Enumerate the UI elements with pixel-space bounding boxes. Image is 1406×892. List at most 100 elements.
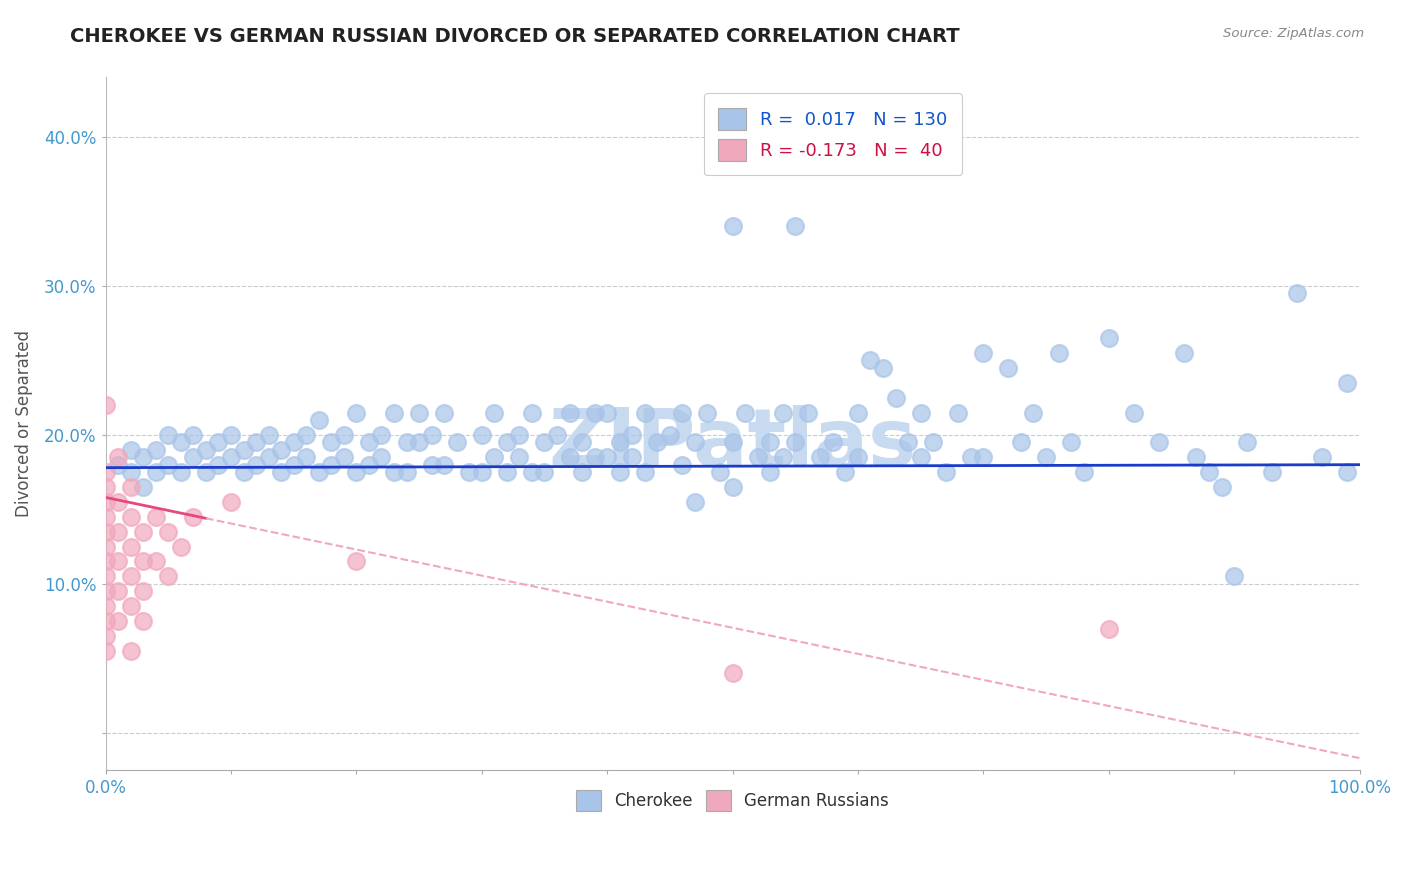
Point <box>194 465 217 479</box>
Point <box>107 614 129 628</box>
Point <box>609 465 631 479</box>
Point <box>508 450 530 465</box>
Point <box>846 450 869 465</box>
Point <box>120 480 142 494</box>
Point <box>107 554 129 568</box>
Point <box>972 450 994 465</box>
Point <box>910 450 932 465</box>
Point <box>94 629 117 643</box>
Point <box>671 458 693 472</box>
Point <box>721 219 744 234</box>
Point <box>1173 346 1195 360</box>
Point <box>132 450 155 465</box>
Point <box>145 554 167 568</box>
Point <box>120 599 142 614</box>
Point <box>972 346 994 360</box>
Point <box>321 435 343 450</box>
Point <box>94 524 117 539</box>
Point <box>897 435 920 450</box>
Point <box>232 442 254 457</box>
Point <box>910 405 932 419</box>
Point <box>596 450 619 465</box>
Point <box>370 428 392 442</box>
Point <box>1073 465 1095 479</box>
Point <box>120 442 142 457</box>
Point <box>621 450 644 465</box>
Point <box>721 480 744 494</box>
Point <box>948 405 970 419</box>
Point <box>1098 622 1121 636</box>
Point <box>872 360 894 375</box>
Point <box>1098 331 1121 345</box>
Point <box>785 435 807 450</box>
Point <box>734 405 756 419</box>
Text: Source: ZipAtlas.com: Source: ZipAtlas.com <box>1223 27 1364 40</box>
Point <box>671 405 693 419</box>
Point <box>107 458 129 472</box>
Point <box>170 465 193 479</box>
Point <box>120 465 142 479</box>
Point <box>232 465 254 479</box>
Point <box>583 450 606 465</box>
Point <box>583 405 606 419</box>
Point <box>245 458 267 472</box>
Point <box>219 450 242 465</box>
Point <box>683 435 706 450</box>
Point <box>170 435 193 450</box>
Point <box>446 435 468 450</box>
Point <box>333 428 356 442</box>
Point <box>785 219 807 234</box>
Point <box>257 428 280 442</box>
Point <box>333 450 356 465</box>
Point <box>533 465 555 479</box>
Point <box>683 495 706 509</box>
Point <box>997 360 1019 375</box>
Point <box>270 442 292 457</box>
Point <box>484 450 506 465</box>
Point <box>308 413 330 427</box>
Point <box>120 569 142 583</box>
Point <box>471 465 494 479</box>
Point <box>1285 286 1308 301</box>
Point <box>558 450 581 465</box>
Point <box>207 458 229 472</box>
Point <box>344 465 367 479</box>
Point <box>508 428 530 442</box>
Point <box>634 465 657 479</box>
Point <box>408 405 430 419</box>
Point <box>94 480 117 494</box>
Point <box>132 614 155 628</box>
Point <box>183 450 205 465</box>
Point <box>308 465 330 479</box>
Point <box>1211 480 1233 494</box>
Point <box>132 480 155 494</box>
Point <box>94 614 117 628</box>
Point <box>145 509 167 524</box>
Point <box>1022 405 1045 419</box>
Point <box>395 465 418 479</box>
Point <box>408 435 430 450</box>
Point <box>520 465 543 479</box>
Point <box>94 540 117 554</box>
Point <box>658 428 681 442</box>
Point <box>270 465 292 479</box>
Point <box>959 450 981 465</box>
Point <box>433 458 456 472</box>
Point <box>295 428 318 442</box>
Point <box>107 524 129 539</box>
Point <box>157 428 180 442</box>
Point <box>571 465 593 479</box>
Text: ZIPatlas: ZIPatlas <box>548 406 917 483</box>
Point <box>420 428 443 442</box>
Point <box>471 428 494 442</box>
Point <box>94 599 117 614</box>
Point <box>382 465 405 479</box>
Point <box>257 450 280 465</box>
Point <box>207 435 229 450</box>
Point <box>1198 465 1220 479</box>
Point <box>94 398 117 412</box>
Point <box>219 495 242 509</box>
Point <box>107 495 129 509</box>
Point <box>420 458 443 472</box>
Point <box>571 435 593 450</box>
